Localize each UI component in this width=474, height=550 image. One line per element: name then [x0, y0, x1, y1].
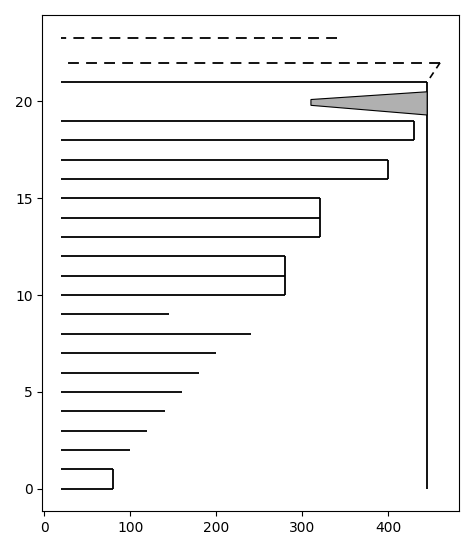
Polygon shape — [311, 92, 427, 115]
